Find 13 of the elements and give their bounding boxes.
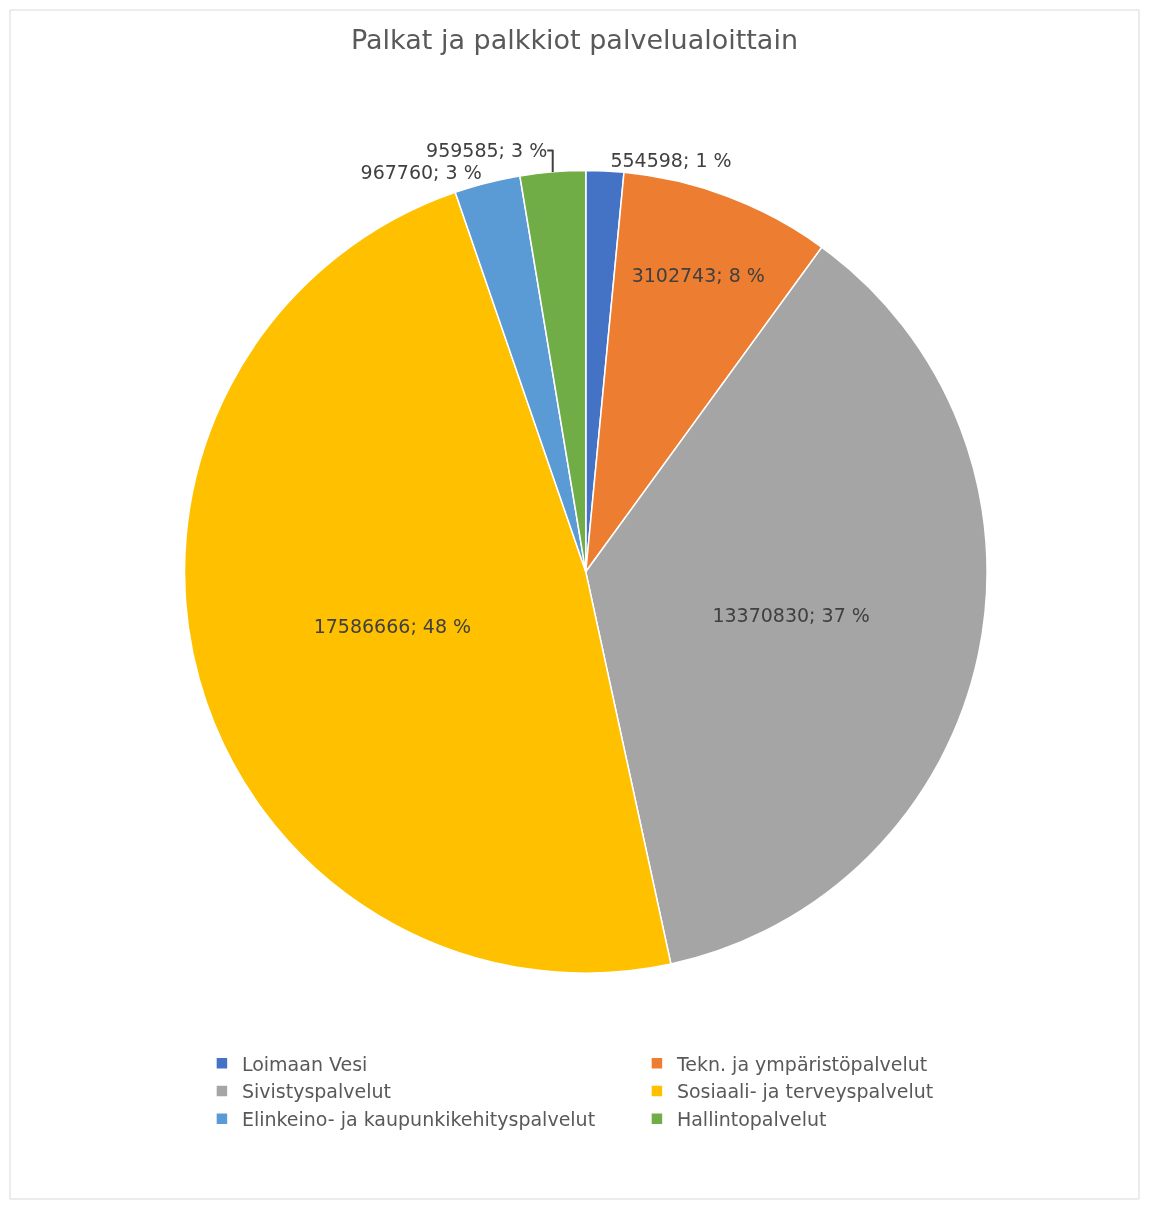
data-label: 967760; 3 % [360,161,482,184]
legend-label: Tekn. ja ympäristöpalvelut [675,1052,928,1075]
legend-label: Elinkeino- ja kaupunkikehityspalvelut [241,1108,596,1131]
data-label: 13370830; 37 % [712,604,870,627]
data-label: 959585; 3 % [426,139,548,162]
legend-label: Hallintopalvelut [676,1108,827,1131]
legend-label: Sosiaali- ja terveyspalvelut [676,1080,934,1103]
chart-title: Palkat ja palkkiot palvelualoittain [350,24,799,56]
legend-label: Loimaan Vesi [241,1052,368,1075]
data-label: 17586666; 48 % [313,614,472,637]
data-label: 3102743; 8 % [631,263,765,286]
data-label: 554598; 1 % [610,149,732,171]
legend-label: Sivistyspalvelut [241,1080,391,1103]
